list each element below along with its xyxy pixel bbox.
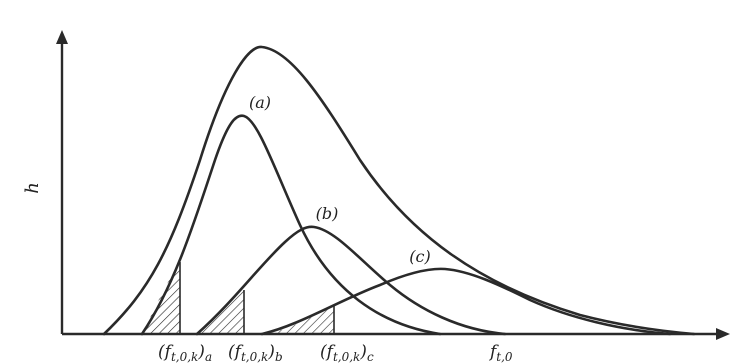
x-marker-b-close: ) [267, 342, 275, 362]
x-marker-c: (ft,0,k)c [320, 342, 374, 364]
curve-label-c: (c) [409, 247, 430, 266]
curve-label-a: (a) [249, 93, 271, 112]
hatched-area-c [268, 305, 334, 334]
x-marker-a-tail: a [205, 350, 212, 364]
x-marker-b-tail: b [275, 350, 283, 364]
x-marker-a-main: (f [158, 342, 174, 362]
x-marker-c-main: (f [320, 342, 336, 362]
y-axis-label: h [22, 182, 43, 194]
x-marker-f: ft,0 [488, 342, 513, 364]
overall-distribution-curve [102, 45, 696, 336]
x-axis-arrowhead [716, 328, 730, 340]
x-marker-b-sub: t,0,k [241, 350, 268, 364]
curve-b [195, 225, 507, 336]
x-marker-a-sub: t,0,k [171, 350, 198, 364]
y-axis-arrowhead [56, 30, 68, 44]
x-marker-f-main: f [488, 342, 499, 362]
curve-label-b: (b) [316, 204, 339, 223]
curve-c [260, 267, 672, 336]
x-marker-f-sub: t,0 [496, 350, 513, 364]
x-marker-b-main: (f [228, 342, 244, 362]
x-marker-c-tail: c [367, 350, 374, 364]
x-marker-c-close: ) [359, 342, 367, 362]
x-marker-b: (ft,0,k)b [228, 342, 283, 364]
x-marker-a-close: ) [197, 342, 205, 362]
x-marker-a: (ft,0,k)a [158, 342, 212, 364]
x-marker-c-sub: t,0,k [333, 350, 360, 364]
curve-a [140, 114, 442, 336]
